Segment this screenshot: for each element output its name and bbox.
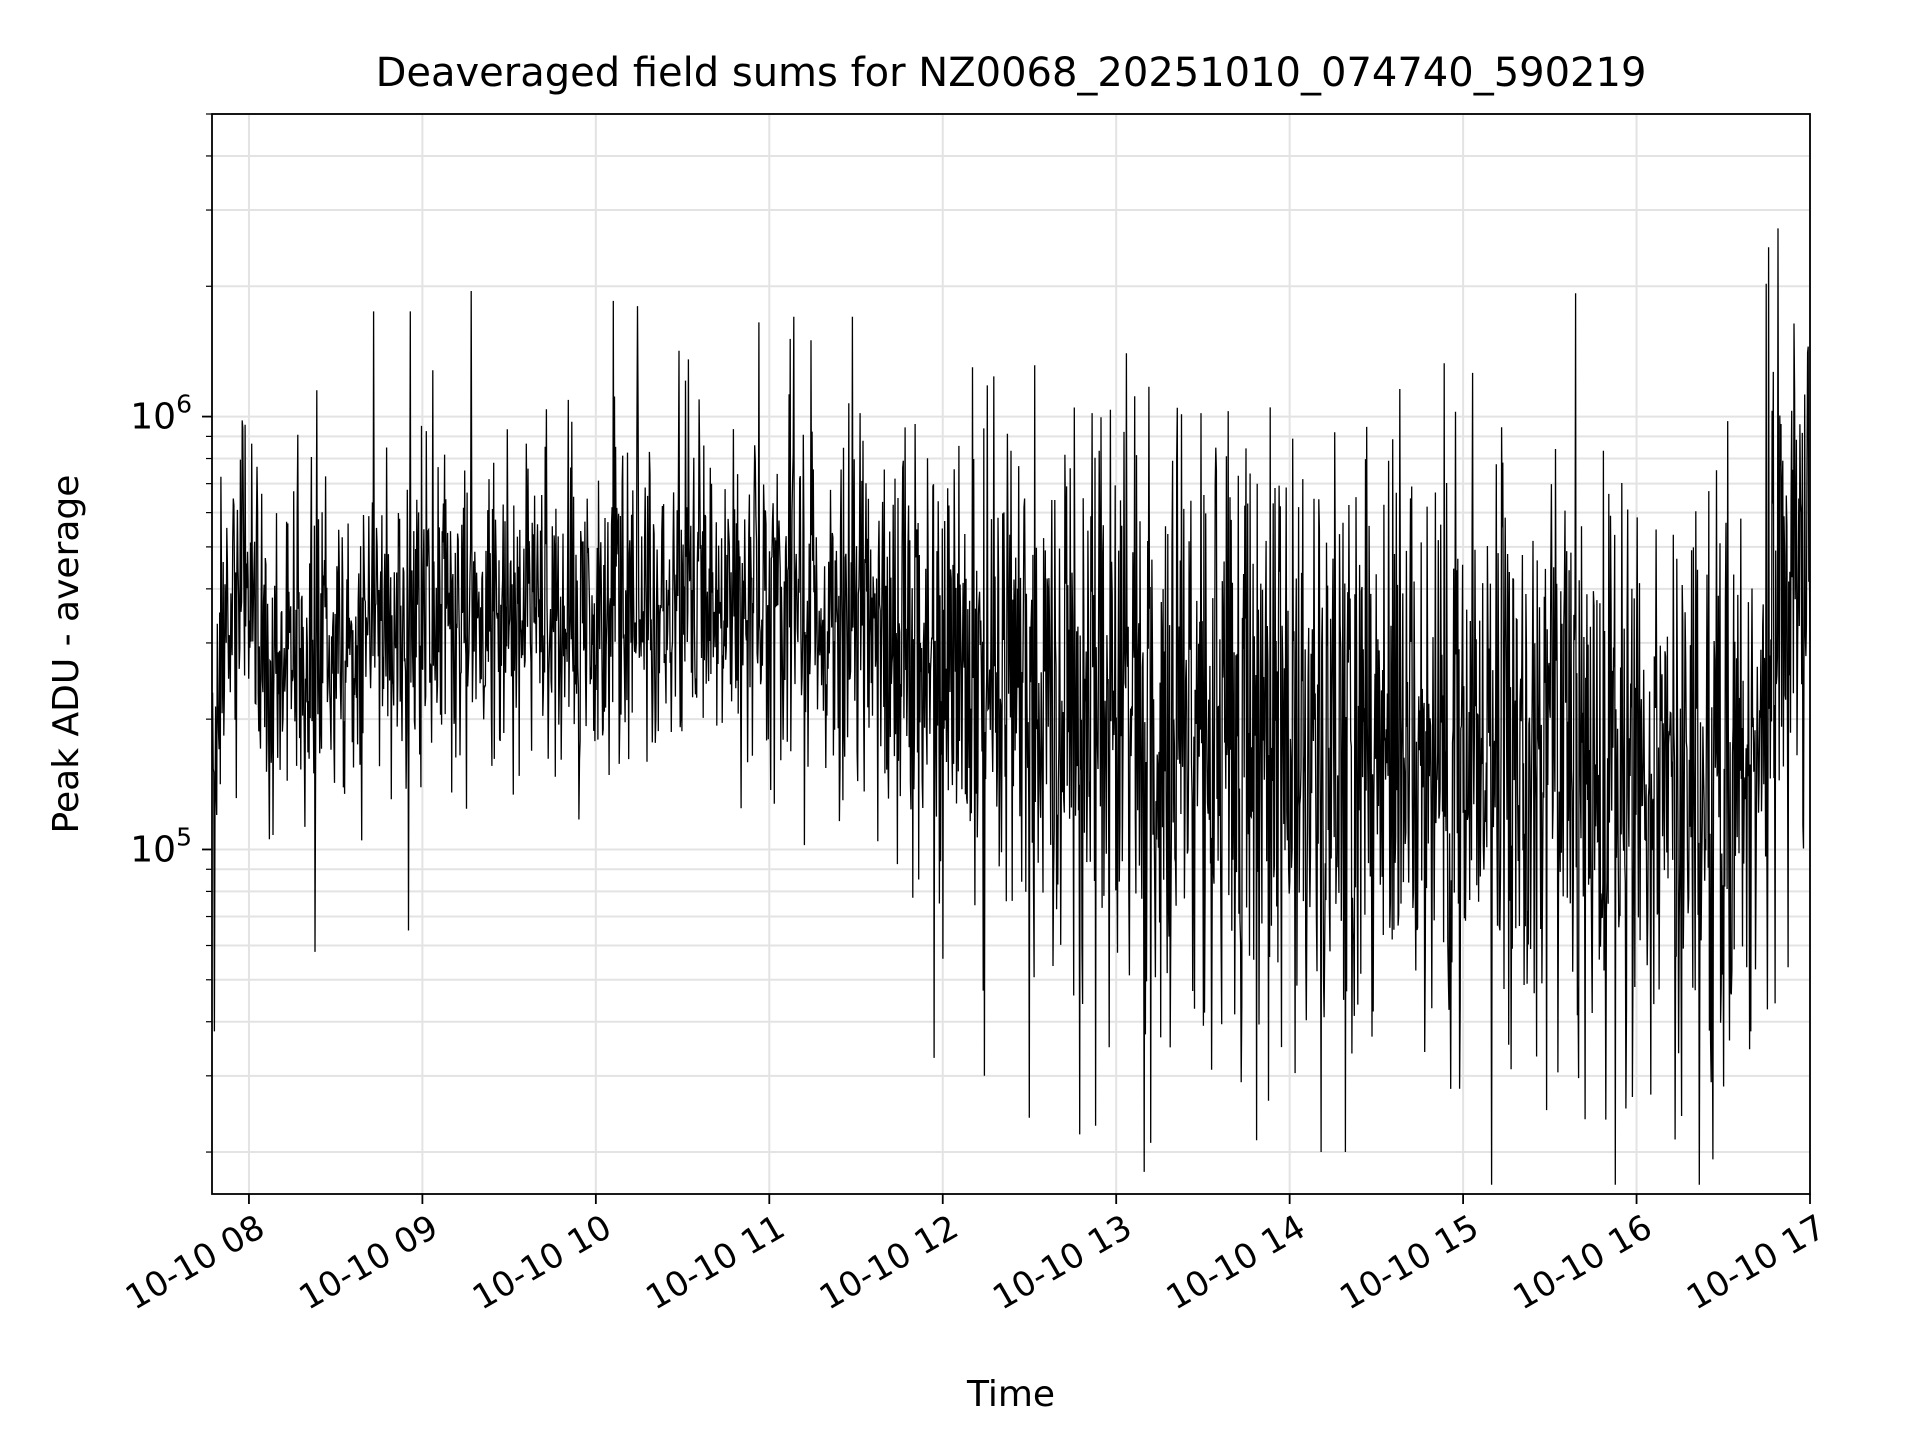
y-tick-label: 105 [130,822,192,870]
chart-title: Deaveraged field sums for NZ0068_2025101… [376,50,1647,96]
y-tick-exponent: 6 [176,390,192,419]
y-tick-label: 106 [130,390,192,438]
y-tick-base: 10 [130,829,176,870]
data-series [211,228,1811,1185]
plot-frame [211,113,1811,1195]
y-tick-exponent: 5 [176,822,192,851]
y-tick-base: 10 [130,397,176,438]
x-axis-label: Time [966,1374,1055,1415]
y-axis-label: Peak ADU - average [46,475,87,834]
series-line [211,228,1811,1185]
